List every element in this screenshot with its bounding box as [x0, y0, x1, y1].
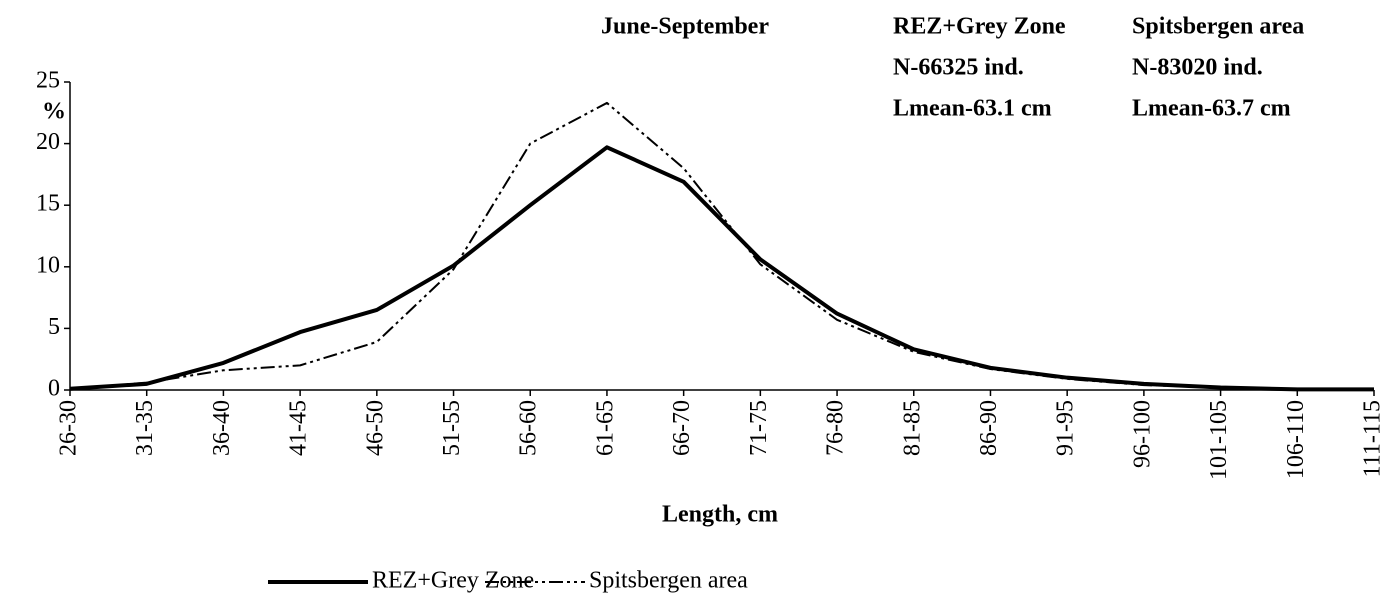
x-tick-label: 31-35 [132, 400, 158, 456]
x-tick-label: 26-30 [56, 400, 82, 456]
annotation: Lmean-63.7 cm [1132, 96, 1291, 122]
annotation: Spitsbergen area [1132, 14, 1304, 40]
x-tick-label: 86-90 [976, 400, 1002, 456]
x-tick-label: 101-105 [1206, 400, 1232, 480]
x-tick-label: 111-115 [1360, 400, 1386, 477]
chart-title: June-September [601, 14, 769, 40]
x-tick-label: 61-65 [592, 400, 618, 456]
x-tick-label: 46-50 [362, 400, 388, 456]
legend-label: Spitsbergen area [589, 568, 748, 594]
series-line [69, 101, 1374, 390]
annotation: N-83020 ind. [1132, 55, 1263, 81]
x-tick-label: 91-95 [1053, 400, 1079, 456]
x-axis-label: Length, cm [662, 502, 778, 528]
x-tick-label: 41-45 [286, 400, 312, 456]
y-tick-label: 5 [48, 314, 60, 340]
x-tick-label: 106-110 [1283, 400, 1309, 479]
x-tick-label: 56-60 [516, 400, 542, 456]
y-tick-label: 25 [36, 68, 60, 94]
annotation: N-66325 ind. [893, 55, 1024, 81]
x-tick-label: 76-80 [823, 400, 849, 456]
y-tick-label: 10 [36, 252, 60, 278]
x-tick-label: 66-70 [669, 400, 695, 456]
y-tick-label: 15 [36, 191, 60, 217]
series-line [69, 145, 1374, 392]
x-tick-label: 51-55 [439, 400, 465, 456]
annotation: REZ+Grey Zone [893, 14, 1066, 40]
y-tick-label: 20 [36, 129, 60, 155]
x-tick-label: 96-100 [1129, 400, 1155, 468]
x-tick-label: 71-75 [746, 400, 772, 456]
y-axis-label: % [42, 99, 66, 125]
x-tick-label: 36-40 [209, 400, 235, 456]
y-tick-label: 0 [48, 376, 60, 402]
legend-label: REZ+Grey Zone [372, 568, 534, 594]
annotation: Lmean-63.1 cm [893, 96, 1052, 122]
x-tick-label: 81-85 [899, 400, 925, 456]
